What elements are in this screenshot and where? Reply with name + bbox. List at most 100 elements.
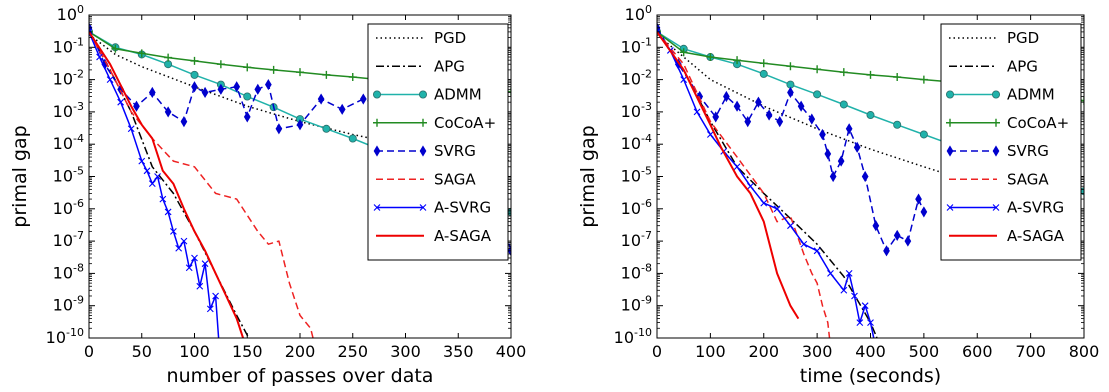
data-point-CoCoA+ bbox=[164, 53, 173, 62]
x-tick-label: 0 bbox=[84, 342, 94, 361]
data-point-ADMM bbox=[813, 90, 822, 99]
y-tick-label: 10-9 bbox=[53, 294, 84, 315]
x-axis-label: number of passes over data bbox=[167, 365, 434, 387]
data-point-SVRG bbox=[180, 116, 188, 128]
y-tick-label: 10-8 bbox=[621, 261, 652, 282]
y-tick-label: 10-4 bbox=[53, 132, 84, 153]
series-SVRG bbox=[657, 22, 928, 257]
x-tick-label: 250 bbox=[337, 342, 368, 361]
data-point-SVRG bbox=[837, 155, 845, 167]
x-tick-label: 200 bbox=[748, 342, 779, 361]
data-point-CoCoA+ bbox=[759, 59, 768, 68]
legend-box bbox=[940, 23, 1082, 261]
data-point-A-SVRG bbox=[212, 292, 219, 300]
data-point-SVRG bbox=[217, 83, 225, 95]
legend-marker-ADMM bbox=[372, 90, 381, 99]
legend-box bbox=[367, 23, 509, 261]
y-tick-label: 10-10 bbox=[46, 326, 84, 347]
data-point-A-SVRG bbox=[191, 254, 198, 262]
y-axis-label: primal gap bbox=[9, 125, 31, 227]
data-point-A-SVRG bbox=[856, 319, 864, 326]
series-A-SAGA bbox=[657, 31, 800, 320]
y-tick-label: 10-4 bbox=[621, 132, 652, 153]
data-point-SVRG bbox=[164, 106, 172, 118]
y-tick-label: 100 bbox=[57, 3, 84, 24]
data-point-CoCoA+ bbox=[733, 56, 742, 65]
data-point-SVRG bbox=[765, 109, 773, 121]
x-tick-label: 100 bbox=[179, 342, 210, 361]
data-point-SVRG bbox=[148, 86, 156, 99]
data-point-A-SVRG bbox=[867, 319, 874, 326]
series-A-SVRG bbox=[89, 28, 220, 338]
legend-marker-A-SVRG bbox=[992, 204, 1000, 211]
legend-label-ADMM: ADMM bbox=[434, 86, 482, 104]
y-tick-label: 10-6 bbox=[621, 197, 652, 218]
legend-marker-A-SVRG bbox=[946, 204, 954, 211]
data-point-A-SVRG bbox=[706, 131, 714, 138]
data-point-A-SVRG bbox=[760, 199, 768, 207]
chart-left: 0 50 100 150 200 250 300 350 400 100 10-1 10-2 10-3 1… bbox=[9, 3, 526, 387]
series-SAGA bbox=[89, 31, 314, 338]
data-point-CoCoA+ bbox=[137, 49, 146, 58]
data-point-CoCoA+ bbox=[269, 65, 278, 74]
data-point-SVRG bbox=[317, 93, 325, 105]
series-line-PGD bbox=[657, 33, 1084, 217]
series-line-SAGA bbox=[657, 31, 831, 338]
data-point-A-SVRG bbox=[851, 292, 858, 300]
data-point-ADMM bbox=[759, 69, 768, 78]
y-tick-label: 10-2 bbox=[53, 68, 84, 89]
legend-label-PGD: PGD bbox=[1007, 29, 1039, 47]
data-point-A-SVRG bbox=[733, 163, 741, 171]
data-point-SVRG bbox=[133, 100, 140, 112]
legend-marker-ADMM bbox=[992, 90, 1001, 99]
data-point-A-SVRG bbox=[138, 157, 146, 165]
y-tick-label: 10-10 bbox=[614, 326, 652, 347]
data-point-CoCoA+ bbox=[839, 68, 848, 77]
data-point-SVRG bbox=[755, 96, 762, 108]
data-point-SVRG bbox=[797, 100, 805, 112]
legend-label-A-SVRG: A-SVRG bbox=[434, 199, 491, 217]
data-point-SVRG bbox=[824, 148, 832, 160]
y-tick-label: 10-3 bbox=[53, 100, 84, 121]
y-tick-label: 10-3 bbox=[621, 100, 652, 121]
data-point-A-SVRG bbox=[106, 76, 114, 83]
y-tick-label: 10-7 bbox=[53, 229, 84, 250]
series-SAGA bbox=[657, 31, 831, 338]
data-point-A-SVRG bbox=[96, 53, 103, 61]
data-point-ADMM bbox=[348, 134, 357, 143]
data-point-ADMM bbox=[322, 124, 331, 133]
x-tick-label: 600 bbox=[962, 342, 993, 361]
series-A-SVRG bbox=[657, 28, 875, 338]
data-point-A-SVRG bbox=[861, 302, 869, 310]
data-point-A-SVRG bbox=[840, 286, 848, 294]
x-tick-label: 150 bbox=[232, 342, 263, 361]
data-point-ADMM bbox=[243, 92, 252, 101]
x-tick-label: 500 bbox=[909, 342, 940, 361]
data-point-A-SVRG bbox=[185, 264, 193, 272]
data-point-SVRG bbox=[872, 220, 880, 232]
x-tick-label: 400 bbox=[855, 342, 886, 361]
legend-label-APG: APG bbox=[434, 57, 465, 75]
data-point-A-SVRG bbox=[845, 270, 853, 277]
data-point-A-SVRG bbox=[773, 205, 781, 213]
data-point-SVRG bbox=[733, 100, 741, 112]
x-tick-label: 100 bbox=[695, 342, 726, 361]
data-point-SVRG bbox=[744, 116, 752, 128]
chart-right: 0 100 200 300 400 500 600 700 800 100 10-1 10-2 10-3… bbox=[577, 3, 1099, 387]
data-point-A-SVRG bbox=[180, 237, 188, 245]
series-line-A-SAGA bbox=[89, 31, 245, 338]
data-point-SVRG bbox=[275, 123, 283, 135]
data-point-A-SVRG bbox=[159, 195, 167, 203]
series-A-SAGA bbox=[89, 31, 245, 338]
data-point-SVRG bbox=[712, 111, 720, 123]
legend: PGD APG ADMM CoCoA+ SVRG SAGA A-SVRG A-SAGA bbox=[367, 23, 509, 261]
data-point-A-SVRG bbox=[127, 125, 135, 133]
data-point-A-SVRG bbox=[747, 182, 754, 190]
data-point-SVRG bbox=[893, 229, 901, 241]
data-point-CoCoA+ bbox=[216, 60, 225, 69]
legend-label-SVRG: SVRG bbox=[434, 142, 476, 160]
legend-label-A-SAGA: A-SAGA bbox=[434, 227, 492, 245]
data-point-CoCoA+ bbox=[243, 63, 252, 72]
legend-marker-CoCoA+ bbox=[992, 118, 1000, 127]
